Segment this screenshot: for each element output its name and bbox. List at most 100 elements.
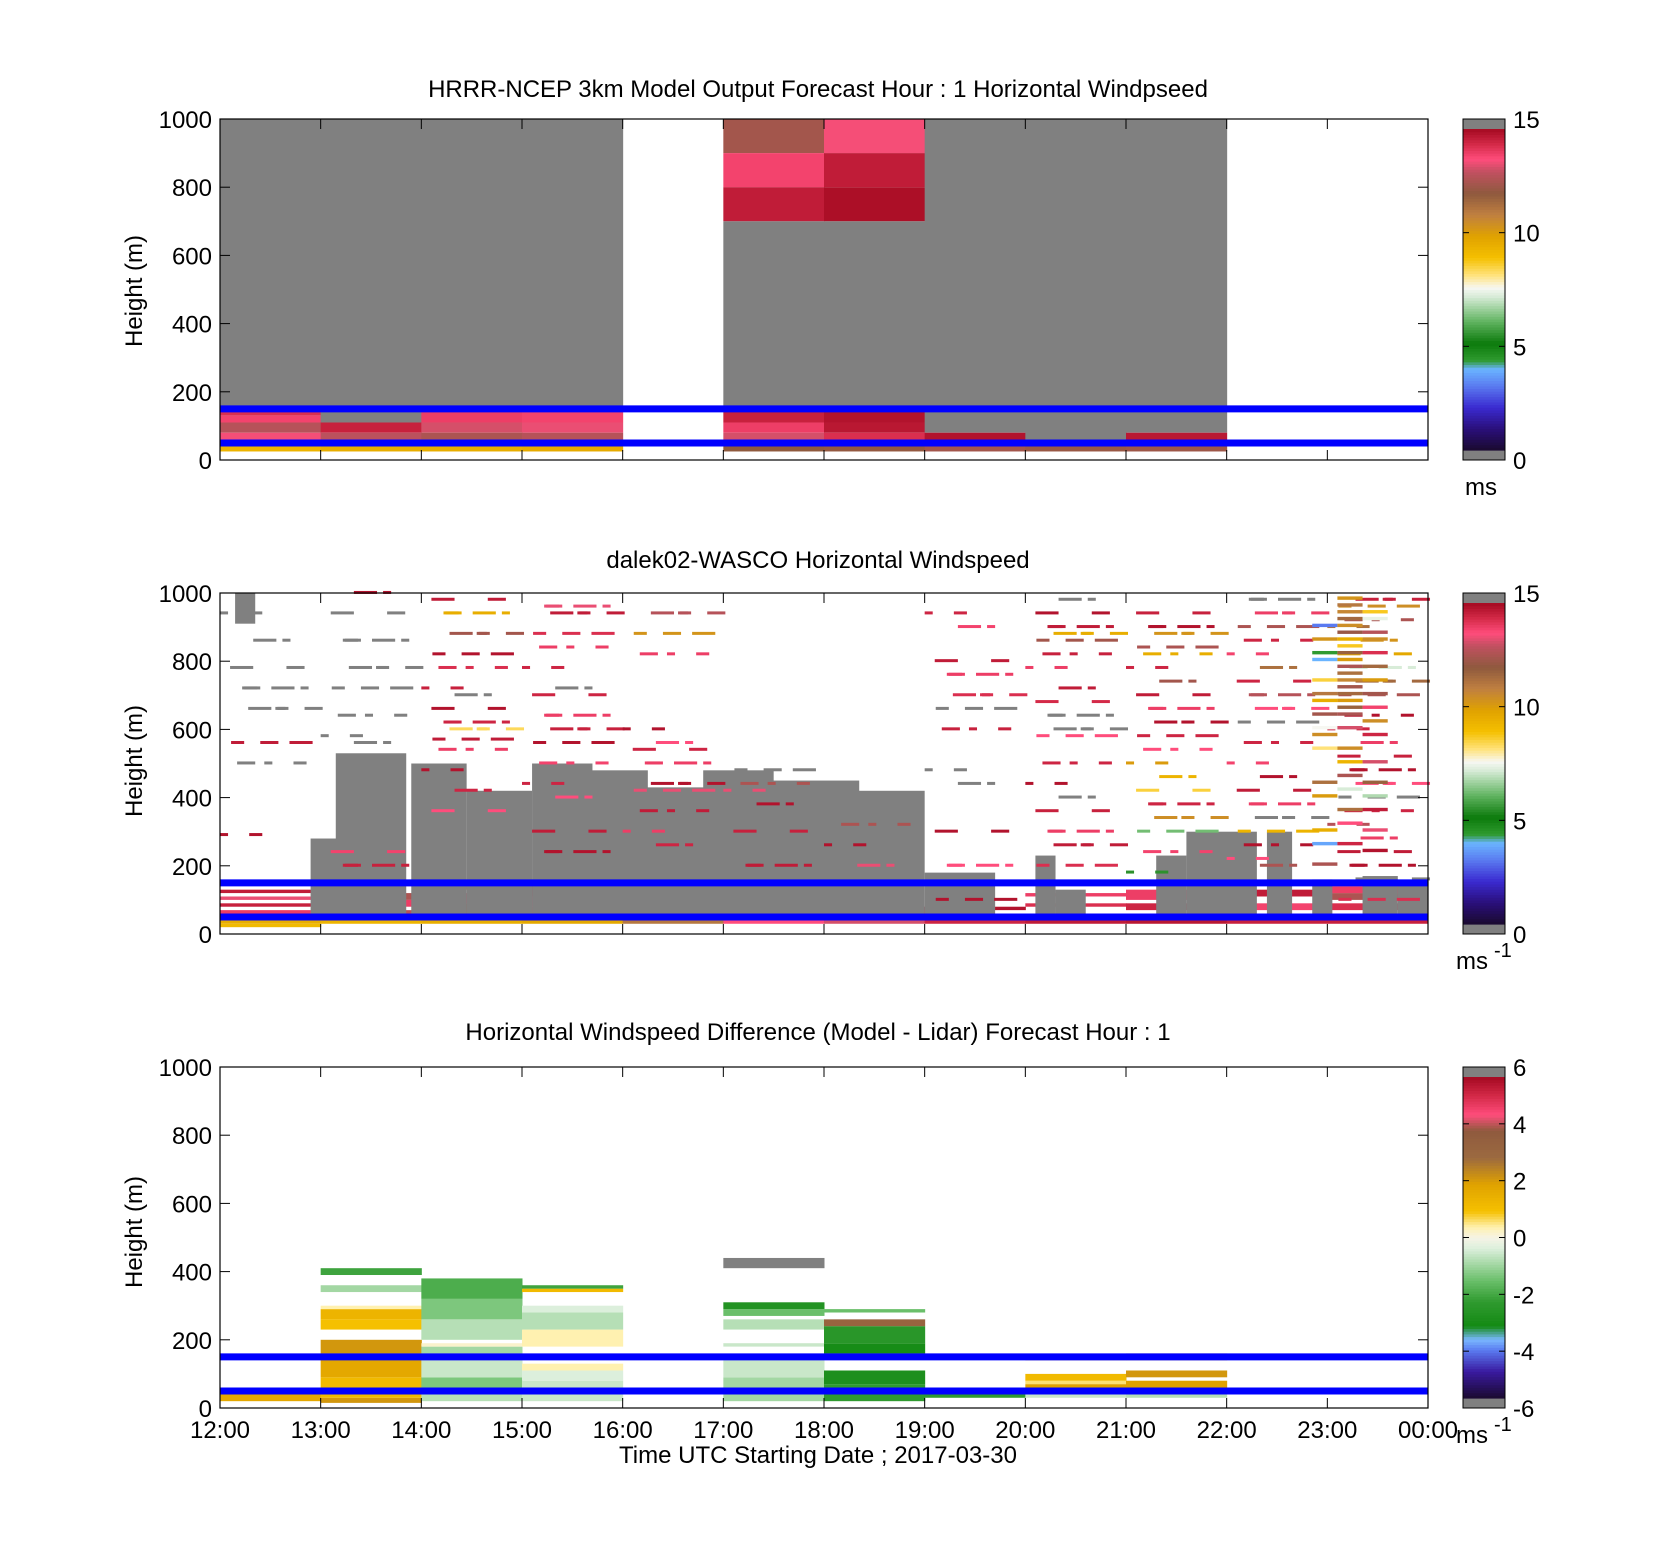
heatmap-cell: [248, 706, 272, 710]
colorbar-cell: [1463, 161, 1505, 165]
colorbar-cell: [1463, 672, 1505, 676]
x-tick-label: 17:00: [693, 1417, 753, 1444]
y-tick-label: 800: [172, 649, 212, 676]
colorbar-cell: [1463, 230, 1505, 234]
heatmap-cell: [1300, 740, 1314, 744]
heatmap-cell: [1337, 746, 1363, 750]
colorbar-cell: [1463, 1109, 1505, 1113]
colorbar-cell: [1463, 1141, 1505, 1145]
colorbar-cell: [1463, 870, 1505, 874]
colorbar-cell: [1463, 179, 1505, 184]
heatmap-cell: [934, 659, 958, 663]
heatmap-cell: [1396, 897, 1420, 901]
colorbar-cell: [1463, 134, 1505, 138]
heatmap-cell: [550, 611, 574, 615]
heatmap-cell: [1255, 856, 1269, 860]
colorbar-cell: [1463, 1082, 1505, 1086]
heatmap-cell: [555, 686, 579, 690]
heatmap-cell: [533, 740, 547, 744]
heatmap-cell: [924, 611, 933, 615]
colorbar-cell: [1463, 1117, 1505, 1121]
heatmap-cell: [1362, 848, 1388, 853]
colorbar-cell: [1463, 766, 1505, 770]
heatmap-cell: [723, 422, 825, 433]
heatmap-cell: [1035, 809, 1059, 813]
heatmap-cell: [1250, 693, 1264, 697]
heatmap-cell: [551, 781, 565, 785]
colorbar-cell: [1463, 190, 1505, 194]
heatmap-cell: [964, 897, 984, 901]
colorbar-cell: [1463, 1242, 1505, 1247]
heatmap-cell: [1312, 862, 1338, 866]
colorbar-cell: [1463, 1272, 1505, 1276]
heatmap-cell: [1293, 788, 1312, 792]
colorbar-cell: [1463, 1285, 1505, 1289]
heatmap-cell: [522, 1370, 624, 1381]
heatmap-cell: [1337, 637, 1363, 641]
heatmap-cell: [249, 611, 263, 615]
colorbar-cell: [1463, 619, 1505, 623]
heatmap-cell: [1143, 747, 1162, 751]
heatmap-cell: [1337, 773, 1363, 778]
colorbar-cell: [1463, 310, 1505, 315]
heatmap-cell: [320, 1397, 422, 1403]
heatmap-cell: [1384, 877, 1393, 881]
heatmap-cell: [841, 822, 860, 826]
heatmap-cell: [1362, 780, 1388, 784]
colorbar-cell: [1463, 329, 1505, 333]
colorbar-cell: [1463, 1395, 1505, 1399]
heatmap-cell: [421, 1319, 523, 1340]
heatmap-cell: [1166, 645, 1185, 649]
colorbar-cell: [1463, 827, 1505, 831]
colorbar-cell: [1463, 182, 1505, 186]
heatmap-cell: [449, 631, 473, 635]
heatmap-cell: [935, 897, 949, 901]
colorbar-tick-label: 10: [1513, 221, 1540, 248]
heatmap-cell: [1058, 686, 1082, 690]
colorbar-cell: [1463, 1312, 1505, 1316]
heatmap-cell: [487, 809, 506, 813]
colorbar-cell: [1463, 249, 1505, 253]
heatmap-cell: [378, 665, 387, 669]
heatmap-cell: [421, 422, 523, 433]
heatmap-cell: [562, 631, 581, 635]
colorbar-cell: [1463, 1240, 1505, 1244]
colorbar-cell: [1463, 270, 1505, 275]
colorbar-cell: [1463, 857, 1505, 861]
heatmap-cell: [924, 918, 1026, 924]
colorbar-cell: [1463, 1381, 1505, 1386]
colorbar-tick-label: 0: [1513, 922, 1526, 949]
colorbar-cell: [1463, 656, 1505, 660]
colorbar-cell: [1463, 924, 1505, 934]
colorbar-cell: [1463, 1133, 1505, 1137]
heatmap-cell: [1105, 625, 1114, 629]
colorbar-cell: [1463, 683, 1505, 687]
colorbar-cell: [1463, 219, 1505, 224]
heatmap-cell: [824, 119, 926, 154]
colorbar-cell: [1463, 244, 1505, 248]
heatmap-cell: [1237, 829, 1251, 833]
heatmap-cell: [522, 422, 624, 433]
heatmap-cell: [1289, 863, 1298, 867]
heatmap-cell: [1266, 625, 1286, 629]
colorbar-cell: [1463, 841, 1505, 845]
colorbar-cell: [1463, 450, 1505, 460]
heatmap-cell: [957, 781, 982, 785]
heatmap-cell: [666, 652, 676, 656]
heatmap-cell: [1025, 119, 1127, 440]
colorbar-cell: [1463, 286, 1505, 291]
heatmap-cell: [1137, 734, 1151, 738]
heatmap-cell: [505, 631, 525, 635]
colorbar-cell: [1463, 1365, 1505, 1370]
heatmap-cell: [1143, 850, 1162, 854]
heatmap-cell: [320, 119, 422, 423]
heatmap-cell: [723, 432, 825, 440]
colorbar-cell: [1463, 859, 1505, 864]
heatmap-cell: [573, 850, 597, 854]
heatmap-cell: [1166, 734, 1185, 738]
heatmap-cell: [1378, 863, 1402, 867]
colorbar-cell: [1463, 747, 1505, 751]
colorbar-cell: [1463, 214, 1505, 218]
colorbar-cell: [1463, 412, 1505, 416]
heatmap-cell: [994, 706, 1018, 710]
